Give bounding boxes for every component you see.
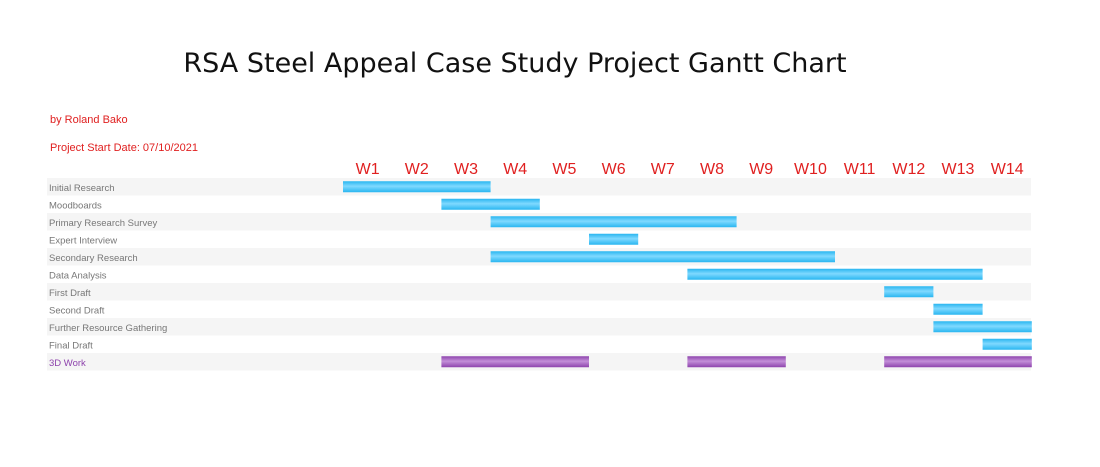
task-bar xyxy=(982,338,1032,350)
week-label: W3 xyxy=(454,161,478,178)
task-label: Initial Research xyxy=(49,183,114,194)
special-task-bar xyxy=(687,356,786,368)
week-label: W2 xyxy=(405,161,429,178)
week-label: W6 xyxy=(602,161,626,178)
task-label: 3D Work xyxy=(49,358,86,369)
task-bar xyxy=(343,181,491,193)
row-stripe xyxy=(47,178,1031,196)
row-stripe xyxy=(47,283,1031,301)
week-label: W8 xyxy=(700,161,724,178)
week-label: W11 xyxy=(844,161,876,178)
week-label: W7 xyxy=(651,161,675,178)
author-label: by Roland Bako xyxy=(50,114,128,126)
week-label: W13 xyxy=(942,161,975,178)
week-label: W4 xyxy=(503,161,527,178)
week-label: W9 xyxy=(749,161,773,178)
task-bar xyxy=(490,251,835,263)
task-label: Primary Research Survey xyxy=(49,218,157,229)
week-label: W10 xyxy=(794,161,827,178)
task-label: Data Analysis xyxy=(49,271,107,282)
row-stripe xyxy=(47,318,1031,336)
task-bar xyxy=(687,268,983,280)
chart-title: RSA Steel Appeal Case Study Project Gant… xyxy=(183,48,847,79)
task-label: Secondary Research xyxy=(49,253,138,264)
task-bar xyxy=(490,216,737,228)
task-label: Final Draft xyxy=(49,341,93,352)
task-label: Second Draft xyxy=(49,306,105,317)
task-bar xyxy=(884,286,934,298)
week-label: W1 xyxy=(356,161,380,178)
special-task-bar xyxy=(441,356,589,368)
week-label: W12 xyxy=(892,161,925,178)
task-bar xyxy=(441,198,540,210)
task-label: First Draft xyxy=(49,288,91,299)
task-bar xyxy=(933,303,983,315)
special-task-bar xyxy=(884,356,1032,368)
task-label: Moodboards xyxy=(49,201,102,212)
task-label: Further Resource Gathering xyxy=(49,323,167,334)
task-bar xyxy=(589,233,639,245)
start-date-label: Project Start Date: 07/10/2021 xyxy=(50,142,198,154)
week-label: W14 xyxy=(991,161,1024,178)
task-bar xyxy=(933,321,1032,333)
week-label: W5 xyxy=(552,161,576,178)
task-label: Expert Interview xyxy=(49,236,117,247)
